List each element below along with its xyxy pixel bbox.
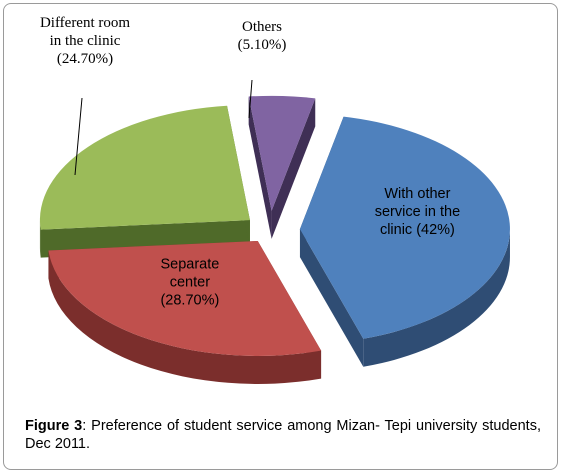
figure-caption: Figure 3: Preference of student service … <box>25 417 541 453</box>
slice-top <box>48 240 322 356</box>
pie-slice-with-other-service <box>299 116 510 367</box>
slice-wall-start <box>248 96 272 239</box>
slice-top <box>39 105 250 230</box>
slice-top <box>299 116 510 339</box>
slice-label-different-room: Different room in the clinic (24.70%) <box>40 15 130 67</box>
pie-slice-others <box>248 95 316 239</box>
slice-wall-end <box>271 98 316 239</box>
slice-outer-wall <box>48 250 322 384</box>
slice-label-others: Others (5.10%) <box>238 19 287 53</box>
leader-line-others <box>248 79 253 119</box>
caption-text: : Preference of student service among Mi… <box>25 418 541 452</box>
slice-top <box>248 95 316 211</box>
slice-label-with-other-service: With other service in the clinic (42%) <box>375 186 460 238</box>
leader-line-different-room <box>74 97 83 176</box>
slice-label-separate-center: Separate center (28.70%) <box>160 256 219 308</box>
slice-wall-end <box>299 229 364 367</box>
pie-slice-different-room <box>39 105 250 258</box>
figure-label: Figure 3 <box>25 418 83 434</box>
slice-outer-wall <box>39 220 41 258</box>
slice-outer-wall <box>363 229 510 367</box>
pie-slice-separate-center <box>48 240 322 384</box>
